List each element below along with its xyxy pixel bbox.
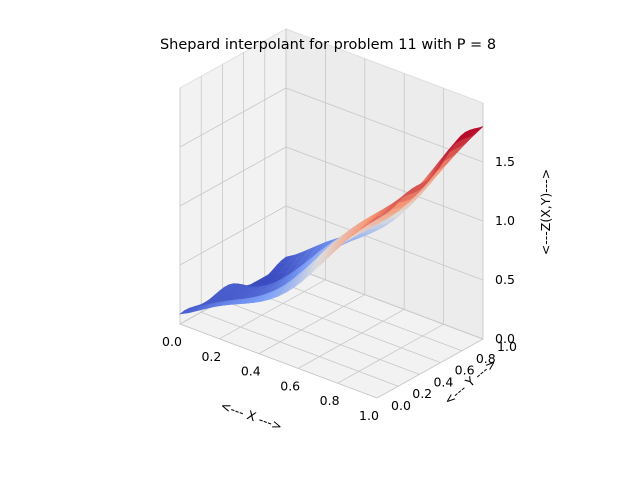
grid-lines <box>179 29 484 399</box>
y-tick-label: 0.2 <box>412 386 432 401</box>
y-tick-label: 0.0 <box>391 398 411 413</box>
axes-panes <box>178 28 485 399</box>
grid-line-y <box>243 288 441 363</box>
z-tick-label: 1.0 <box>495 213 515 228</box>
y-tick-label: 0.6 <box>455 363 475 378</box>
x-tick-label: 0.6 <box>280 378 300 393</box>
surface-mesh <box>178 126 484 315</box>
x-tick-label: 0.8 <box>320 393 340 408</box>
x-tick-label: 0.2 <box>201 349 221 364</box>
grid-line-y <box>179 323 378 399</box>
z-axis-label: <---Z(X,Y)---> <box>538 169 553 256</box>
tick-labels: 0.00.20.40.60.81.00.00.20.40.60.81.00.00… <box>162 154 517 423</box>
grid-line-z <box>179 87 484 163</box>
x-tick-label: 1.0 <box>359 408 379 423</box>
y-tick-label: 0.4 <box>433 374 453 389</box>
x-tick-label: 0.4 <box>241 364 261 379</box>
y-tick-label: 0.8 <box>476 351 496 366</box>
grid-line-y <box>201 311 399 387</box>
grid-line-y <box>264 276 462 352</box>
z-tick-label: 1.5 <box>495 154 515 169</box>
y-tick-label: 1.0 <box>497 339 517 354</box>
surface-cell <box>368 215 382 223</box>
x-axis-label: <--- X ---> <box>219 398 285 434</box>
x-tick-label: 0.0 <box>162 334 182 349</box>
z-tick-label: 0.0 <box>495 331 515 346</box>
grid-line-y <box>222 300 420 375</box>
chart-title: Shepard interpolant for problem 11 with … <box>160 37 496 53</box>
grid-line-z <box>179 205 484 281</box>
z-tick-label: 0.5 <box>495 272 515 287</box>
